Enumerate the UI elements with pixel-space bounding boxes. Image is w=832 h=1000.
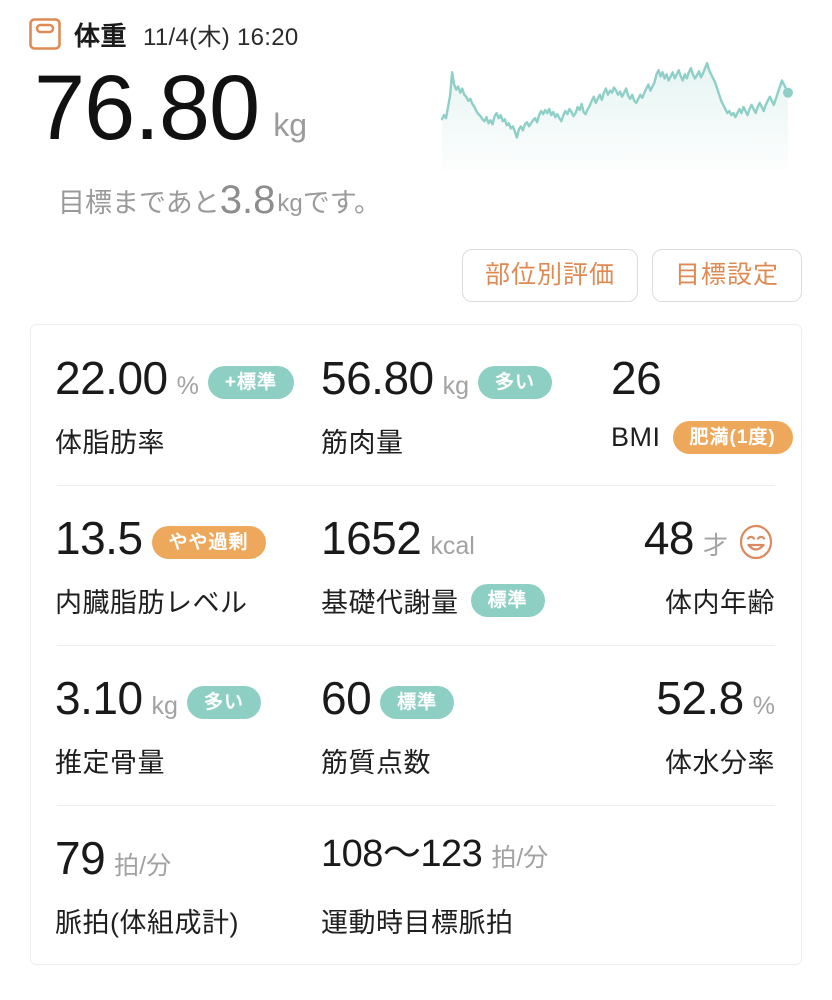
metric-value: 3.10 (55, 672, 143, 724)
metric-estimated-bone-mass[interactable]: 3.10 kg 多い 推定骨量 (31, 645, 321, 805)
metric-unit: % (752, 692, 775, 720)
metric-value: 79 (55, 832, 106, 884)
weight-trend-sparkline[interactable] (432, 48, 804, 170)
weight-value: 76.80 (34, 57, 260, 159)
metric-label: 推定骨量 (55, 748, 165, 778)
metric-value: 52.8 (656, 672, 744, 724)
metrics-row: 79 拍/分 脈拍(体組成計) 108〜123 拍/分 運動時目標脈拍 (31, 805, 801, 965)
metric-body-age[interactable]: 48 才 体内年齢 (611, 485, 801, 645)
header: 体重 11/4(木) 16:20 76.80 kg 目標まであと 3.8 kg … (0, 0, 832, 220)
metric-value: 48 (643, 512, 695, 564)
title-row: 体重 11/4(木) 16:20 (28, 14, 832, 54)
goal-remaining-unit: kg (277, 190, 303, 217)
metric-pulse[interactable]: 79 拍/分 脈拍(体組成計) (31, 805, 321, 965)
metric-label: 基礎代謝量 (321, 588, 459, 618)
metric-unit: kg (151, 692, 178, 720)
status-badge: やや過剰 (151, 525, 266, 559)
metric-label: 筋質点数 (321, 748, 431, 778)
scale-icon (28, 17, 62, 51)
action-buttons: 部位別評価 目標設定 (461, 249, 802, 302)
metric-unit: kcal (430, 532, 475, 560)
metric-unit: 拍/分 (491, 844, 549, 872)
goal-prefix-text: 目標まであと (58, 188, 220, 218)
status-badge: 肥満(1度) (672, 421, 793, 454)
metric-target-exercise-pulse[interactable]: 108〜123 拍/分 運動時目標脈拍 (321, 805, 611, 965)
status-badge: 標準 (380, 685, 455, 719)
status-badge: 多い (186, 685, 261, 719)
metric-label: 脈拍(体組成計) (55, 908, 239, 938)
metric-unit: 才 (702, 532, 728, 560)
metric-value: 26 (611, 352, 662, 404)
goal-remaining-row: 目標まであと 3.8 kg です。 (28, 180, 832, 220)
status-badge: +標準 (207, 365, 294, 399)
goal-remaining-value: 3.8 (219, 178, 276, 222)
metric-unit: kg (442, 372, 470, 400)
metric-body-water-percentage[interactable]: 52.8 % 体水分率 (611, 645, 801, 805)
metric-visceral-fat-level[interactable]: 13.5 やや過剰 内臓脂肪レベル (31, 485, 321, 645)
metrics-row: 3.10 kg 多い 推定骨量 60 標準 筋質点数 52. (31, 645, 801, 805)
metric-label: 筋肉量 (321, 428, 404, 458)
metric-label: 内臓脂肪レベル (55, 588, 248, 618)
goal-setting-button[interactable]: 目標設定 (651, 249, 802, 302)
metric-label: 体水分率 (665, 748, 775, 778)
metric-muscle-quality-score[interactable]: 60 標準 筋質点数 (321, 645, 611, 805)
metric-value: 108〜123 (321, 833, 483, 875)
metric-empty-cell (611, 805, 801, 965)
weight-value-row: 76.80 kg (28, 62, 832, 154)
metric-value: 56.80 (321, 352, 434, 404)
metrics-card: 22.00 % +標準 体脂肪率 56.80 kg 多い 筋肉量 (30, 324, 802, 965)
metric-label: 体内年齢 (665, 588, 775, 618)
metric-value: 60 (321, 672, 372, 724)
smiley-face-icon (737, 523, 775, 561)
measurement-datetime: 11/4(木) 16:20 (143, 23, 299, 51)
metric-label: BMI (611, 422, 661, 452)
status-badge: 標準 (470, 584, 545, 617)
metric-muscle-mass[interactable]: 56.80 kg 多い 筋肉量 (321, 325, 611, 485)
metrics-row: 13.5 やや過剰 内臓脂肪レベル 1652 kcal 基礎代謝量 標準 (31, 485, 801, 645)
metric-body-fat-percentage[interactable]: 22.00 % +標準 体脂肪率 (31, 325, 321, 485)
page-title: 体重 (74, 20, 128, 51)
weight-unit: kg (273, 107, 308, 143)
metric-bmi[interactable]: 26 BMI 肥満(1度) (611, 325, 801, 485)
metric-unit: 拍/分 (114, 852, 172, 880)
metric-value: 13.5 (55, 512, 143, 564)
metric-label: 体脂肪率 (55, 428, 165, 458)
body-parts-evaluation-button[interactable]: 部位別評価 (461, 249, 638, 302)
goal-suffix-text: です。 (302, 188, 382, 218)
metric-unit: % (176, 372, 199, 400)
metric-value: 1652 (321, 512, 422, 564)
metric-value: 22.00 (55, 352, 168, 404)
status-badge: 多い (478, 365, 553, 399)
metric-label: 運動時目標脈拍 (321, 908, 514, 938)
metrics-row: 22.00 % +標準 体脂肪率 56.80 kg 多い 筋肉量 (31, 325, 801, 485)
metric-basal-metabolic-rate[interactable]: 1652 kcal 基礎代謝量 標準 (321, 485, 611, 645)
